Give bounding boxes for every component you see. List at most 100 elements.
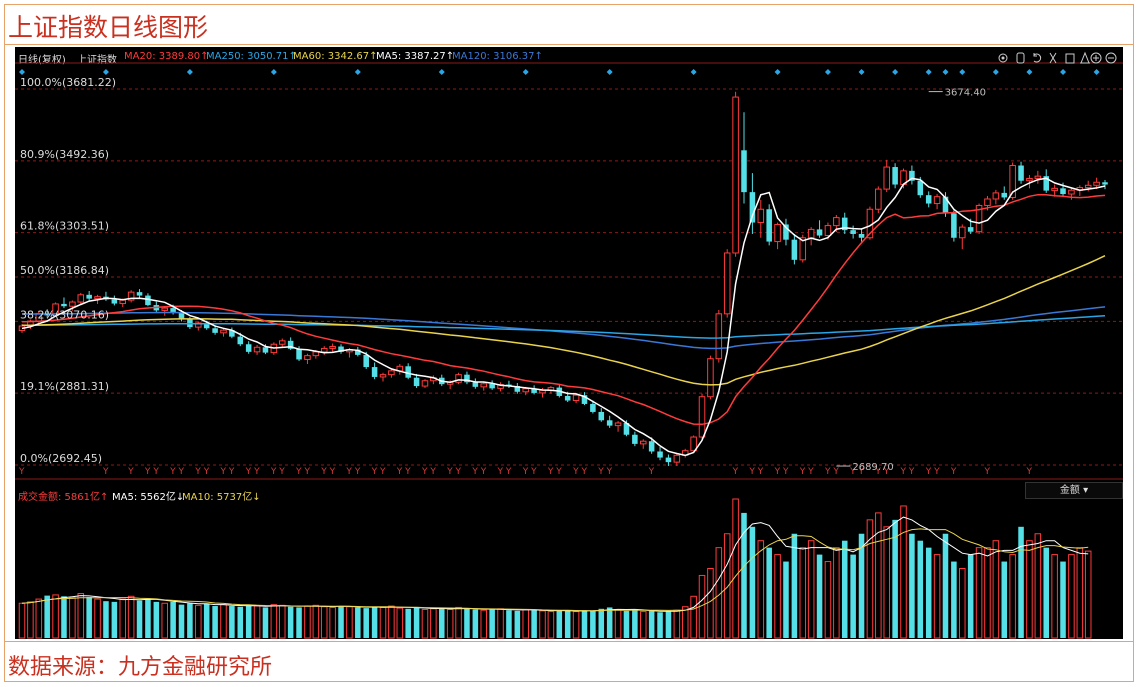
volume-amount-label: 成交金额: 5861亿↑ xyxy=(18,492,109,503)
volume-bar xyxy=(489,609,495,638)
volume-bar xyxy=(749,526,756,638)
volume-bar xyxy=(984,547,991,639)
volume-bar xyxy=(959,568,966,639)
candle-body xyxy=(741,150,747,193)
y-mark: Y xyxy=(497,467,504,477)
candle-body xyxy=(161,307,168,311)
legend-ma5: MA5: 3387.27↑ xyxy=(376,51,455,62)
candle-body xyxy=(942,196,949,214)
volume-bar xyxy=(514,610,521,638)
candle-body xyxy=(421,380,429,387)
scissors-icon[interactable] xyxy=(1049,52,1057,64)
volume-bar xyxy=(992,540,1000,639)
undo-icon[interactable] xyxy=(1033,53,1042,63)
candle-body xyxy=(312,351,320,357)
volume-bar xyxy=(480,609,488,639)
y-mark: Y xyxy=(18,467,25,477)
ma20-line xyxy=(21,193,1106,426)
eye-icon[interactable] xyxy=(998,53,1008,63)
candle-body xyxy=(606,420,613,426)
legend-ma60: MA60: 3342.67↑ xyxy=(293,51,378,62)
candle-body xyxy=(371,367,378,377)
signal-diamond xyxy=(1093,69,1100,75)
candle-body xyxy=(86,294,92,299)
candle-body xyxy=(464,374,470,383)
period-label[interactable]: 日线(复权) xyxy=(18,55,66,66)
y-mark: Y xyxy=(597,467,604,477)
y-mark: Y xyxy=(522,467,529,477)
y-mark: Y xyxy=(329,467,336,477)
y-mark: Y xyxy=(547,467,554,477)
price-level-labels: 100.0%(3681.22) 80.9%(3492.36) 61.8%(3303.… xyxy=(20,76,116,465)
candle-body xyxy=(984,198,991,206)
y-mark: Y xyxy=(102,467,109,477)
candle-body xyxy=(1060,188,1066,195)
volume-bar xyxy=(27,601,34,639)
volume-bar xyxy=(623,610,630,638)
volume-bar xyxy=(405,608,411,638)
lock-icon[interactable] xyxy=(1065,53,1075,64)
candle-body xyxy=(959,226,966,239)
volume-bar xyxy=(320,606,328,639)
volume-bar xyxy=(917,540,924,638)
amount-selector[interactable]: 金额 ▾ xyxy=(1025,482,1123,499)
volume-bar xyxy=(1009,554,1016,639)
candle-body xyxy=(522,388,529,393)
footer-divider xyxy=(4,641,1134,642)
candle-body xyxy=(480,383,488,388)
candle-body xyxy=(732,96,739,254)
candle-body xyxy=(967,227,974,232)
candle-body xyxy=(757,208,765,224)
candle-body xyxy=(707,358,714,398)
volume-bar xyxy=(547,611,555,639)
candle-body xyxy=(237,336,244,345)
candle-body xyxy=(975,204,983,233)
candle-body xyxy=(119,299,127,305)
volume-bar xyxy=(539,610,546,639)
zoom-out-icon[interactable] xyxy=(1105,52,1117,64)
candle-body xyxy=(127,291,135,301)
candle-body xyxy=(69,301,76,307)
candle-body xyxy=(355,349,361,355)
volume-bar xyxy=(245,605,252,638)
volume-bar xyxy=(94,598,101,639)
signal-diamond xyxy=(186,69,193,75)
volume-bar xyxy=(464,608,470,638)
candle-body xyxy=(1009,165,1016,198)
erase-icon[interactable] xyxy=(1080,51,1090,64)
candle-body xyxy=(178,313,185,320)
candle-body xyxy=(1051,187,1058,192)
candle-body xyxy=(858,233,865,238)
y-mark: Y xyxy=(782,467,789,477)
volume-bar xyxy=(262,607,269,638)
y-mark: Y xyxy=(757,467,764,477)
kline-panel[interactable]: 日线(复权) 上证指数 MA20: 3389.80↑ MA250: 3050.7… xyxy=(15,47,1123,639)
volume-bar xyxy=(506,610,512,638)
volume-bar xyxy=(967,554,974,638)
volume-bar xyxy=(103,601,109,638)
y-mark: Y xyxy=(471,467,478,477)
volume-bar xyxy=(35,598,43,639)
zoom-in-icon[interactable] xyxy=(1090,52,1102,64)
candle-body xyxy=(614,422,622,427)
volume-bar xyxy=(363,608,369,638)
y-mark: Y xyxy=(194,467,201,477)
candle-body xyxy=(296,348,302,360)
volume-bar xyxy=(850,554,856,638)
signal-diamond xyxy=(824,69,831,75)
volume-bar xyxy=(388,605,395,639)
volume-bar xyxy=(841,540,848,638)
y-mark: Y xyxy=(883,467,890,477)
candle-body xyxy=(1102,182,1108,185)
candle-body xyxy=(564,395,571,401)
volume-bar xyxy=(614,609,622,639)
hand-icon[interactable] xyxy=(1016,52,1025,64)
toolbar-icons xyxy=(998,51,1117,64)
candle-body xyxy=(195,322,202,328)
candle-body xyxy=(824,225,832,236)
volume-bar xyxy=(111,601,118,638)
volume-bar xyxy=(1076,547,1084,639)
candle-body xyxy=(1026,177,1033,182)
volume-bar xyxy=(1060,561,1066,638)
candle-body xyxy=(94,296,101,300)
